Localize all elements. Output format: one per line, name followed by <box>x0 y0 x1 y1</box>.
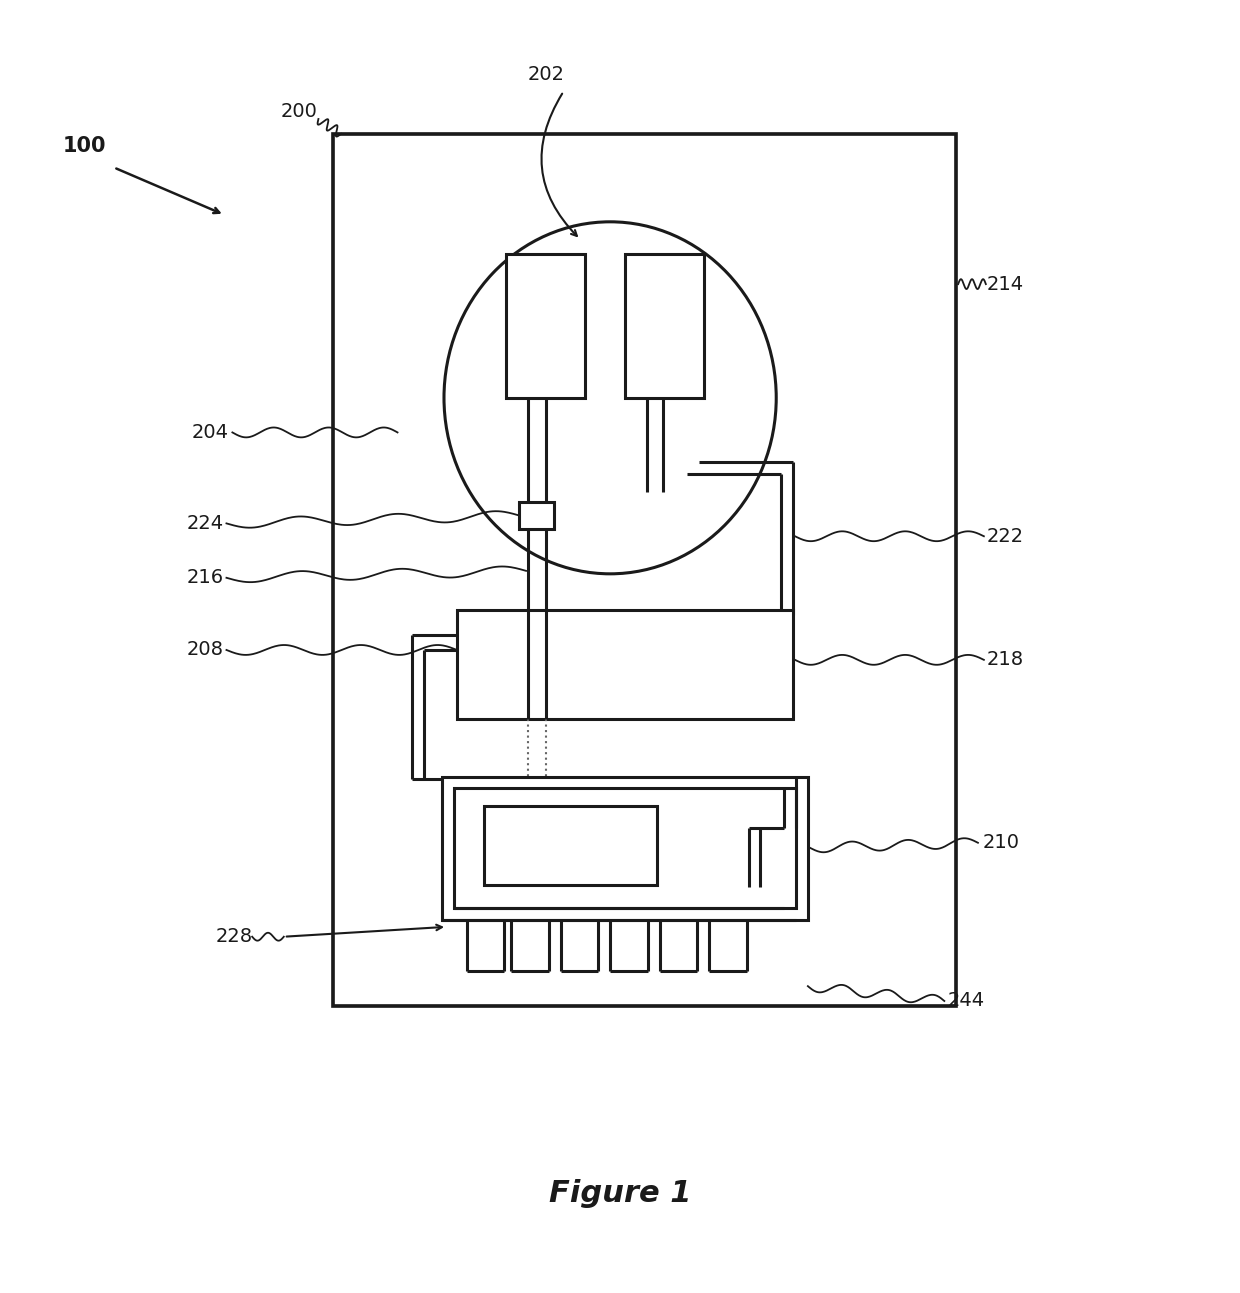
Bar <box>506 255 585 398</box>
Bar <box>454 789 796 908</box>
Bar <box>625 255 704 398</box>
Bar <box>484 807 657 886</box>
Text: 216: 216 <box>186 569 223 587</box>
Bar <box>441 777 808 919</box>
Text: 222: 222 <box>987 526 1024 546</box>
Text: Figure 1: Figure 1 <box>549 1179 691 1208</box>
Text: 100: 100 <box>62 136 105 155</box>
Text: 200: 200 <box>280 102 317 120</box>
Text: 228: 228 <box>216 927 253 946</box>
Text: 210: 210 <box>982 833 1019 852</box>
Text: 208: 208 <box>186 640 223 659</box>
Text: 204: 204 <box>191 423 228 442</box>
Bar <box>334 133 956 1006</box>
Bar <box>520 502 554 529</box>
Bar <box>456 610 794 719</box>
Text: 214: 214 <box>987 274 1024 294</box>
Ellipse shape <box>444 222 776 574</box>
Text: 224: 224 <box>186 513 223 533</box>
Text: 202: 202 <box>527 65 564 84</box>
Text: 244: 244 <box>947 992 985 1011</box>
Text: 218: 218 <box>987 650 1024 670</box>
